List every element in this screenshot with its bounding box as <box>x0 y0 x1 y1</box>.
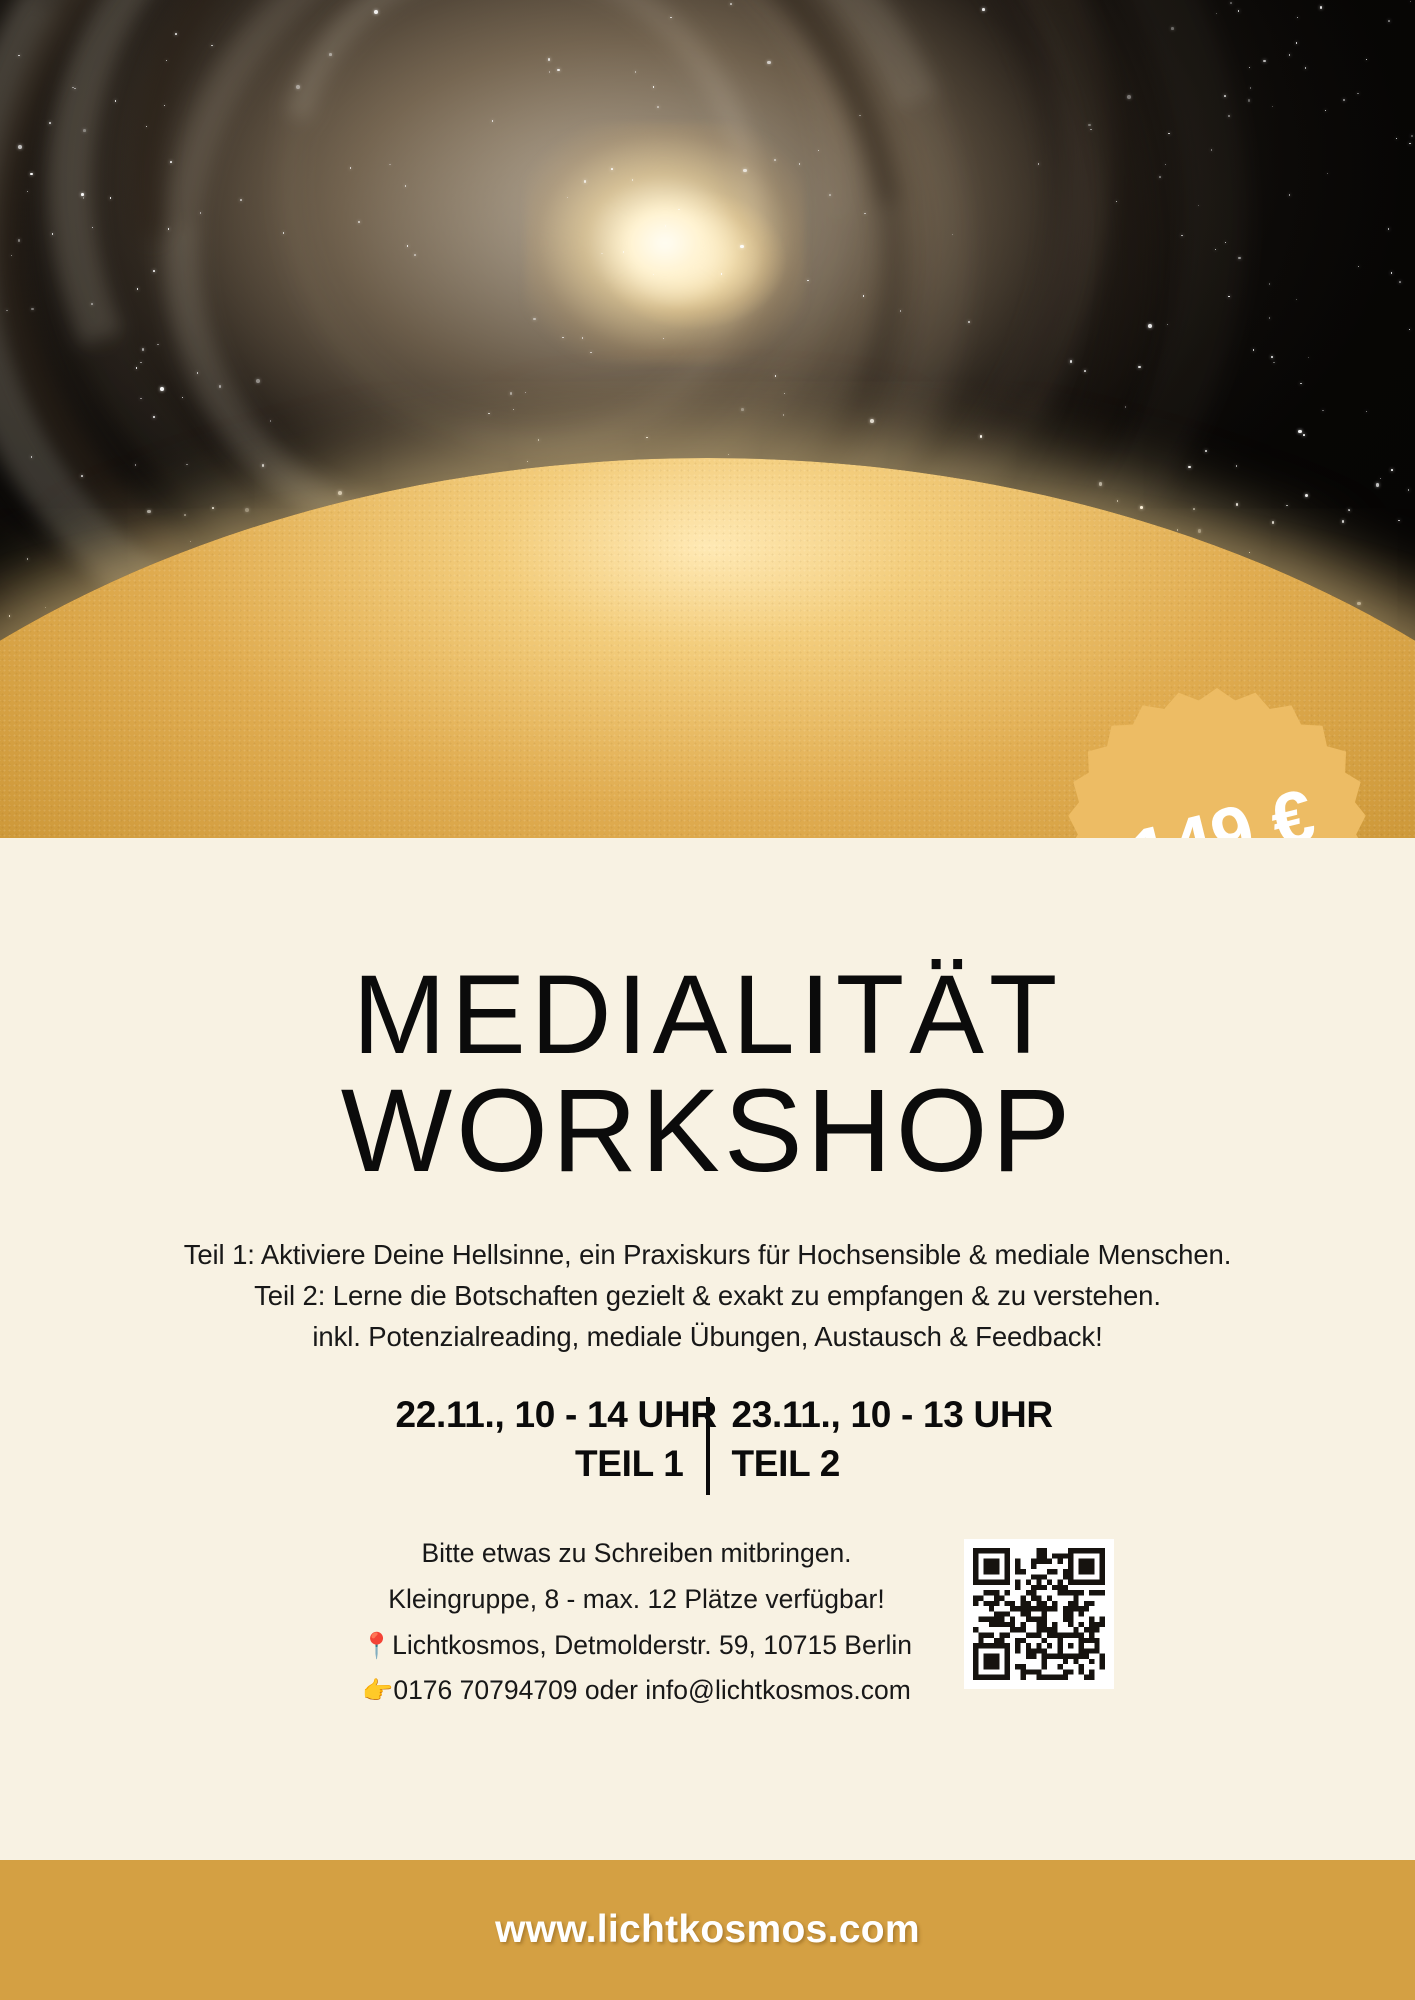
location-pin-icon: 📍 <box>360 1631 393 1660</box>
contact-text[interactable]: 0176 70794709 oder info@lichtkosmos.com <box>393 1675 911 1706</box>
qr-code-svg <box>973 1548 1106 1681</box>
pointing-hand-icon: 👉 <box>362 1677 394 1706</box>
date-column-part2: 23.11., 10 - 13 UHR TEIL 2 <box>710 1391 1054 1495</box>
date-time-2: 23.11., 10 - 13 UHR <box>731 1394 1054 1436</box>
footer-bar: www.lichtkosmos.com <box>0 1860 1415 2000</box>
date-part-1: TEIL 1 <box>574 1442 684 1484</box>
info-block: Bitte etwas zu Schreiben mitbringen. Kle… <box>361 1525 912 1713</box>
location-text: Lichtkosmos, Detmolderstr. 59, 10715 Ber… <box>392 1629 913 1660</box>
qr-code[interactable] <box>964 1539 1115 1690</box>
info-line-location: 📍Lichtkosmos, Detmolderstr. 59, 10715 Be… <box>361 1623 912 1669</box>
info-line-group: Kleingruppe, 8 - max. 12 Plätze verfügba… <box>388 1584 885 1615</box>
title-line-1: MEDIALITÄT <box>352 952 1063 1077</box>
description-line: Teil 2: Lerne die Botschaften gezielt & … <box>254 1279 1161 1311</box>
description-line: Teil 1: Aktiviere Deine Hellsinne, ein P… <box>183 1238 1232 1270</box>
description-line: inkl. Potenzialreading, mediale Übungen,… <box>312 1321 1103 1353</box>
dates-divider <box>705 1397 710 1496</box>
galaxy-core <box>525 123 806 364</box>
info-line-bring: Bitte etwas zu Schreiben mitbringen. <box>421 1538 852 1569</box>
date-part-2: TEIL 2 <box>731 1442 841 1484</box>
date-time-1: 22.11., 10 - 14 UHR <box>395 1394 718 1436</box>
content-area: MEDIALITÄT WORKSHOP Teil 1: Aktiviere De… <box>0 838 1415 1860</box>
description-block: Teil 1: Aktiviere Deine Hellsinne, ein P… <box>0 1234 1415 1358</box>
title-line-2: WORKSHOP <box>340 1064 1075 1197</box>
info-line-contact[interactable]: 👉0176 70794709 oder info@lichtkosmos.com <box>361 1668 912 1714</box>
page-title: MEDIALITÄT WORKSHOP <box>0 838 1415 1190</box>
bottom-block: Bitte etwas zu Schreiben mitbringen. Kle… <box>0 1525 1415 1713</box>
date-column-part1: 22.11., 10 - 14 UHR TEIL 1 <box>374 1391 718 1495</box>
dates-block: 22.11., 10 - 14 UHR TEIL 1 23.11., 10 - … <box>0 1391 1415 1496</box>
hero-galaxy-image <box>0 0 1415 838</box>
footer-website[interactable]: www.lichtkosmos.com <box>495 1908 920 1951</box>
